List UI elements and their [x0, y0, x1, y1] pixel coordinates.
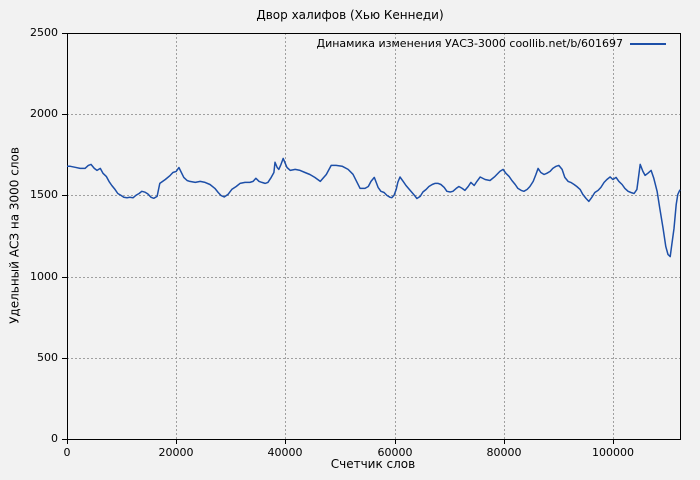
y-tick-label: 0 — [51, 432, 58, 445]
x-tick-label: 0 — [63, 446, 71, 459]
y-tick-label: 2000 — [30, 107, 58, 120]
x-tick-label: 20000 — [158, 446, 194, 459]
y-tick-label: 1500 — [30, 188, 58, 201]
x-tick-label: 40000 — [267, 446, 303, 459]
legend-label: Динамика изменения УАСЗ-3000 coollib.net… — [316, 37, 624, 50]
y-tick-label: 2500 — [30, 26, 58, 39]
x-axis-title: Счетчик слов — [330, 457, 416, 471]
data-line — [67, 157, 681, 258]
y-tick-label: 500 — [37, 351, 58, 364]
y-axis-title: Удельный АСЗ на 3000 слов — [7, 147, 22, 324]
y-tick-label: 1000 — [30, 270, 58, 283]
chart-title: Двор халифов (Хью Кеннеди) — [256, 8, 444, 22]
x-tick-label: 100000 — [592, 446, 634, 459]
x-tick-label: 60000 — [377, 446, 413, 459]
legend: Динамика изменения УАСЗ-3000 coollib.net… — [316, 37, 666, 50]
legend-line-sample — [630, 42, 666, 45]
x-tick-label: 80000 — [486, 446, 522, 459]
plot-frame — [67, 33, 681, 440]
